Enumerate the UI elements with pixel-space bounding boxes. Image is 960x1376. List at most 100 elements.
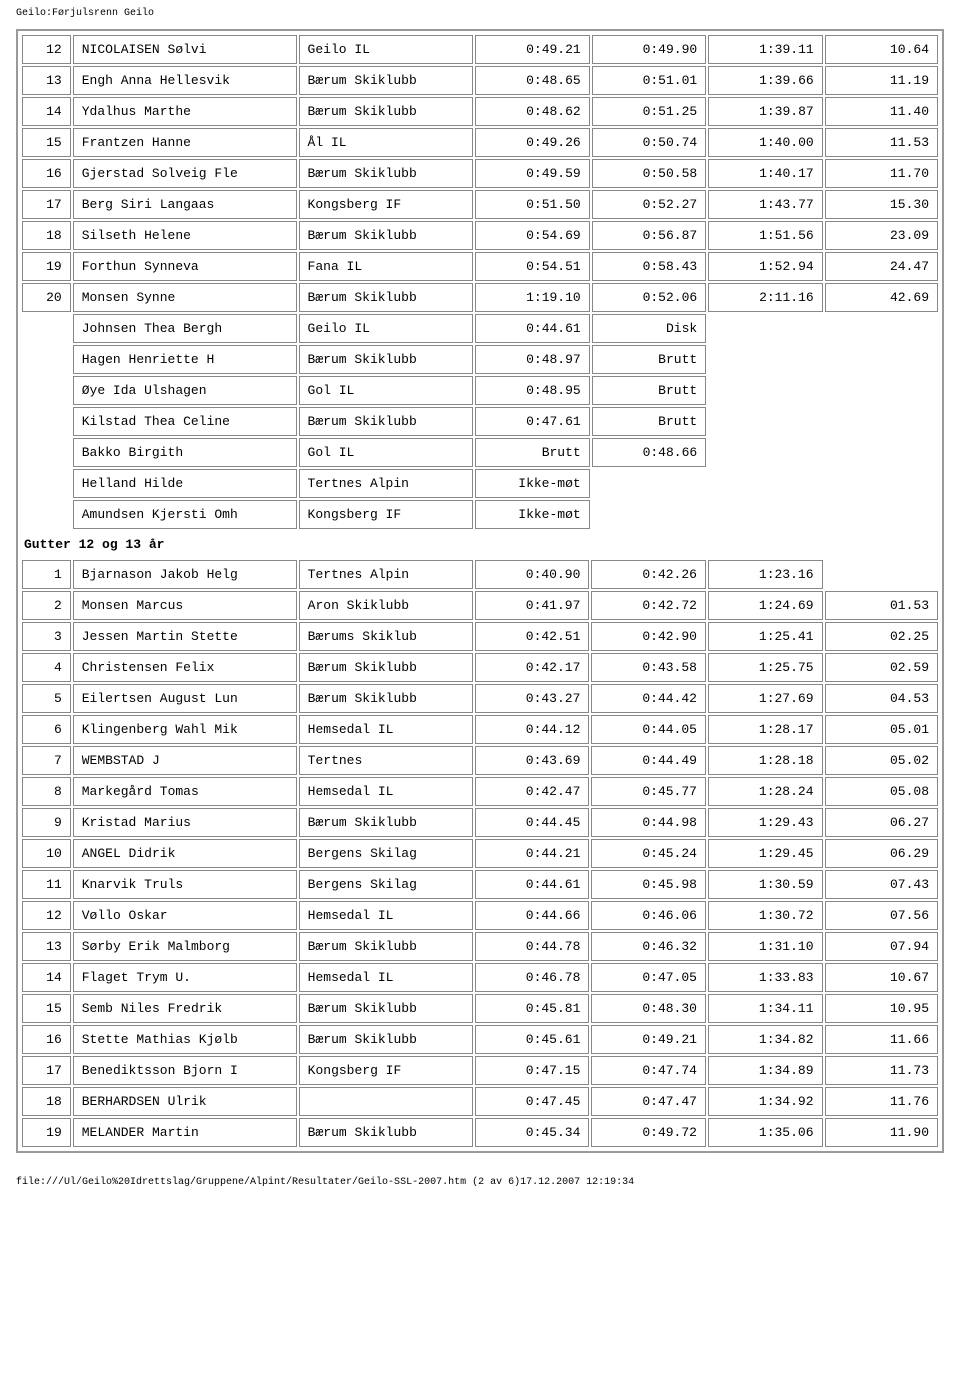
table-cell: 0:41.97	[475, 591, 590, 620]
table-cell: WEMBSTAD J	[73, 746, 297, 775]
table-cell: 10.64	[825, 35, 938, 64]
table-cell: 0:49.21	[475, 35, 590, 64]
table-cell: 0:46.32	[591, 932, 706, 961]
table-cell: 0:44.49	[591, 746, 706, 775]
table-cell: 11.19	[825, 66, 938, 95]
table-cell: 13	[22, 932, 71, 961]
table-cell: 1:39.87	[708, 97, 822, 126]
table-row: Helland HildeTertnes AlpinIkke-møt	[22, 469, 938, 498]
table-cell: Tertnes Alpin	[299, 560, 473, 589]
table-cell: 0:47.74	[591, 1056, 706, 1085]
table-cell: 0:49.21	[591, 1025, 706, 1054]
table-cell: Engh Anna Hellesvik	[73, 66, 297, 95]
table-cell: Bærum Skiklubb	[299, 1025, 473, 1054]
table-cell: 0:45.77	[591, 777, 706, 806]
table-cell	[592, 469, 706, 498]
table-cell	[22, 500, 71, 529]
table-cell: Tertnes Alpin	[299, 469, 473, 498]
table-cell: 10	[22, 839, 71, 868]
results-outer-table: 12NICOLAISEN SølviGeilo IL0:49.210:49.90…	[16, 29, 944, 1153]
table-cell: Bærum Skiklubb	[299, 407, 473, 436]
table-cell	[825, 469, 938, 498]
table-cell: Disk	[592, 314, 706, 343]
table-cell: Monsen Marcus	[73, 591, 297, 620]
table-cell: Eilertsen August Lun	[73, 684, 297, 713]
table-cell: 0:46.06	[591, 901, 706, 930]
table-cell: Fana IL	[299, 252, 473, 281]
table-cell: 0:42.72	[591, 591, 706, 620]
table-cell: Kongsberg IF	[299, 500, 473, 529]
table-cell: 0:42.51	[475, 622, 590, 651]
table-cell: Gol IL	[299, 438, 473, 467]
table-cell: Frantzen Hanne	[73, 128, 297, 157]
table-cell: 2:11.16	[708, 283, 822, 312]
table-row: 14Ydalhus MartheBærum Skiklubb0:48.620:5…	[22, 97, 938, 126]
table-cell: Brutt	[475, 438, 590, 467]
table-cell: 1:30.59	[708, 870, 823, 899]
table-cell: 14	[22, 963, 71, 992]
table-cell: 0:45.24	[591, 839, 706, 868]
table-cell: 0:48.95	[475, 376, 590, 405]
table-cell: Bærums Skiklub	[299, 622, 473, 651]
table-cell: 0:54.51	[475, 252, 590, 281]
table-cell: 0:50.58	[592, 159, 706, 188]
table-cell: 1:34.89	[708, 1056, 823, 1085]
table-cell: 0:44.42	[591, 684, 706, 713]
table-cell: Tertnes	[299, 746, 473, 775]
table-cell: 1:28.18	[708, 746, 823, 775]
table-cell: Hemsedal IL	[299, 715, 473, 744]
table-cell: 11	[22, 870, 71, 899]
table-cell	[825, 376, 938, 405]
table-cell: 3	[22, 622, 71, 651]
table-cell: 05.02	[825, 746, 938, 775]
table-cell: Christensen Felix	[73, 653, 297, 682]
table-cell	[825, 314, 938, 343]
table-cell: 02.25	[825, 622, 938, 651]
table-cell: Stette Mathias Kjølb	[73, 1025, 297, 1054]
table-row: 15Semb Niles FredrikBærum Skiklubb0:45.8…	[22, 994, 938, 1023]
table-cell: 19	[22, 1118, 71, 1147]
table-cell	[708, 314, 822, 343]
table-cell: Klingenberg Wahl Mik	[73, 715, 297, 744]
table-cell	[708, 438, 822, 467]
table-cell: Forthun Synneva	[73, 252, 297, 281]
table-cell: Amundsen Kjersti Omh	[73, 500, 297, 529]
table-cell	[825, 500, 938, 529]
table-cell: Aron Skiklubb	[299, 591, 473, 620]
table-cell: 0:51.01	[592, 66, 706, 95]
table-cell: 17	[22, 1056, 71, 1085]
table-cell	[22, 469, 71, 498]
table-cell: 12	[22, 901, 71, 930]
table-cell: 15	[22, 128, 71, 157]
table-cell: Gol IL	[299, 376, 473, 405]
table-cell: 10.95	[825, 994, 938, 1023]
table-cell: 0:44.78	[475, 932, 590, 961]
table-cell	[22, 314, 71, 343]
table-cell: 15.30	[825, 190, 938, 219]
table-cell: Ydalhus Marthe	[73, 97, 297, 126]
table-cell	[22, 438, 71, 467]
table-cell: 1:25.41	[708, 622, 823, 651]
table-cell: 0:44.12	[475, 715, 590, 744]
table-row: 11Knarvik TrulsBergens Skilag0:44.610:45…	[22, 870, 938, 899]
table-cell: 11.53	[825, 128, 938, 157]
table-cell: 0:52.06	[592, 283, 706, 312]
table-cell: 06.29	[825, 839, 938, 868]
table-cell: 1:39.11	[708, 35, 822, 64]
table-cell: 0:56.87	[592, 221, 706, 250]
table-cell: 0:58.43	[592, 252, 706, 281]
table-cell: 0:52.27	[592, 190, 706, 219]
table-cell: Knarvik Truls	[73, 870, 297, 899]
table-cell	[299, 1087, 473, 1116]
table-cell: 0:44.21	[475, 839, 590, 868]
table-cell: 7	[22, 746, 71, 775]
table-cell: Bergens Skilag	[299, 839, 473, 868]
table-cell	[22, 376, 71, 405]
table-row: Kilstad Thea CelineBærum Skiklubb0:47.61…	[22, 407, 938, 436]
table-cell: 0:48.65	[475, 66, 590, 95]
table-cell: 1:23.16	[708, 560, 823, 589]
table-row: Amundsen Kjersti OmhKongsberg IFIkke-møt	[22, 500, 938, 529]
table-cell: 0:44.66	[475, 901, 590, 930]
page-header: Geilo:Førjulsrenn Geilo	[16, 8, 944, 19]
table-cell: 01.53	[825, 591, 938, 620]
